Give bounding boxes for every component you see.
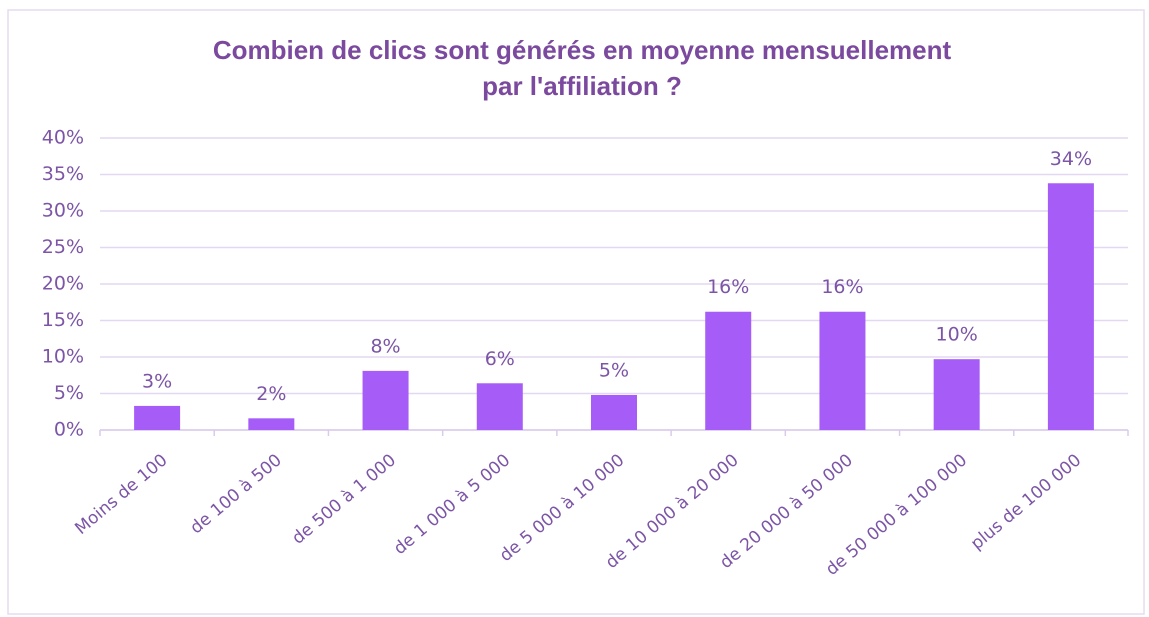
y-tick-label: 25% [42,236,84,258]
value-label: 3% [142,370,172,392]
y-tick-label: 10% [42,346,84,368]
bar [705,311,752,430]
value-label: 5% [599,359,629,381]
chart-title: Combien de clics sont générés en moyenne… [213,35,952,65]
y-tick-label: 40% [42,127,84,149]
value-label: 6% [485,348,515,370]
bar [134,405,181,430]
bar [248,418,295,430]
value-label: 2% [256,383,286,405]
value-label: 10% [936,324,978,346]
value-label: 16% [707,276,749,298]
y-tick-label: 35% [42,163,84,185]
value-label: 16% [821,276,863,298]
chart-frame [7,9,1145,615]
y-tick-label: 0% [54,419,84,441]
bar [591,394,637,430]
y-tick-label: 5% [54,382,84,404]
y-tick-label: 20% [42,273,84,295]
bar [819,311,866,430]
bar [933,359,980,430]
value-label: 8% [370,335,400,357]
bar [1047,183,1094,430]
y-tick-label: 30% [42,200,84,222]
chart-title: par l'affiliation ? [482,71,682,101]
y-tick-label: 15% [42,309,84,331]
value-label: 34% [1050,148,1092,170]
bar [476,383,523,430]
bar [362,370,409,430]
